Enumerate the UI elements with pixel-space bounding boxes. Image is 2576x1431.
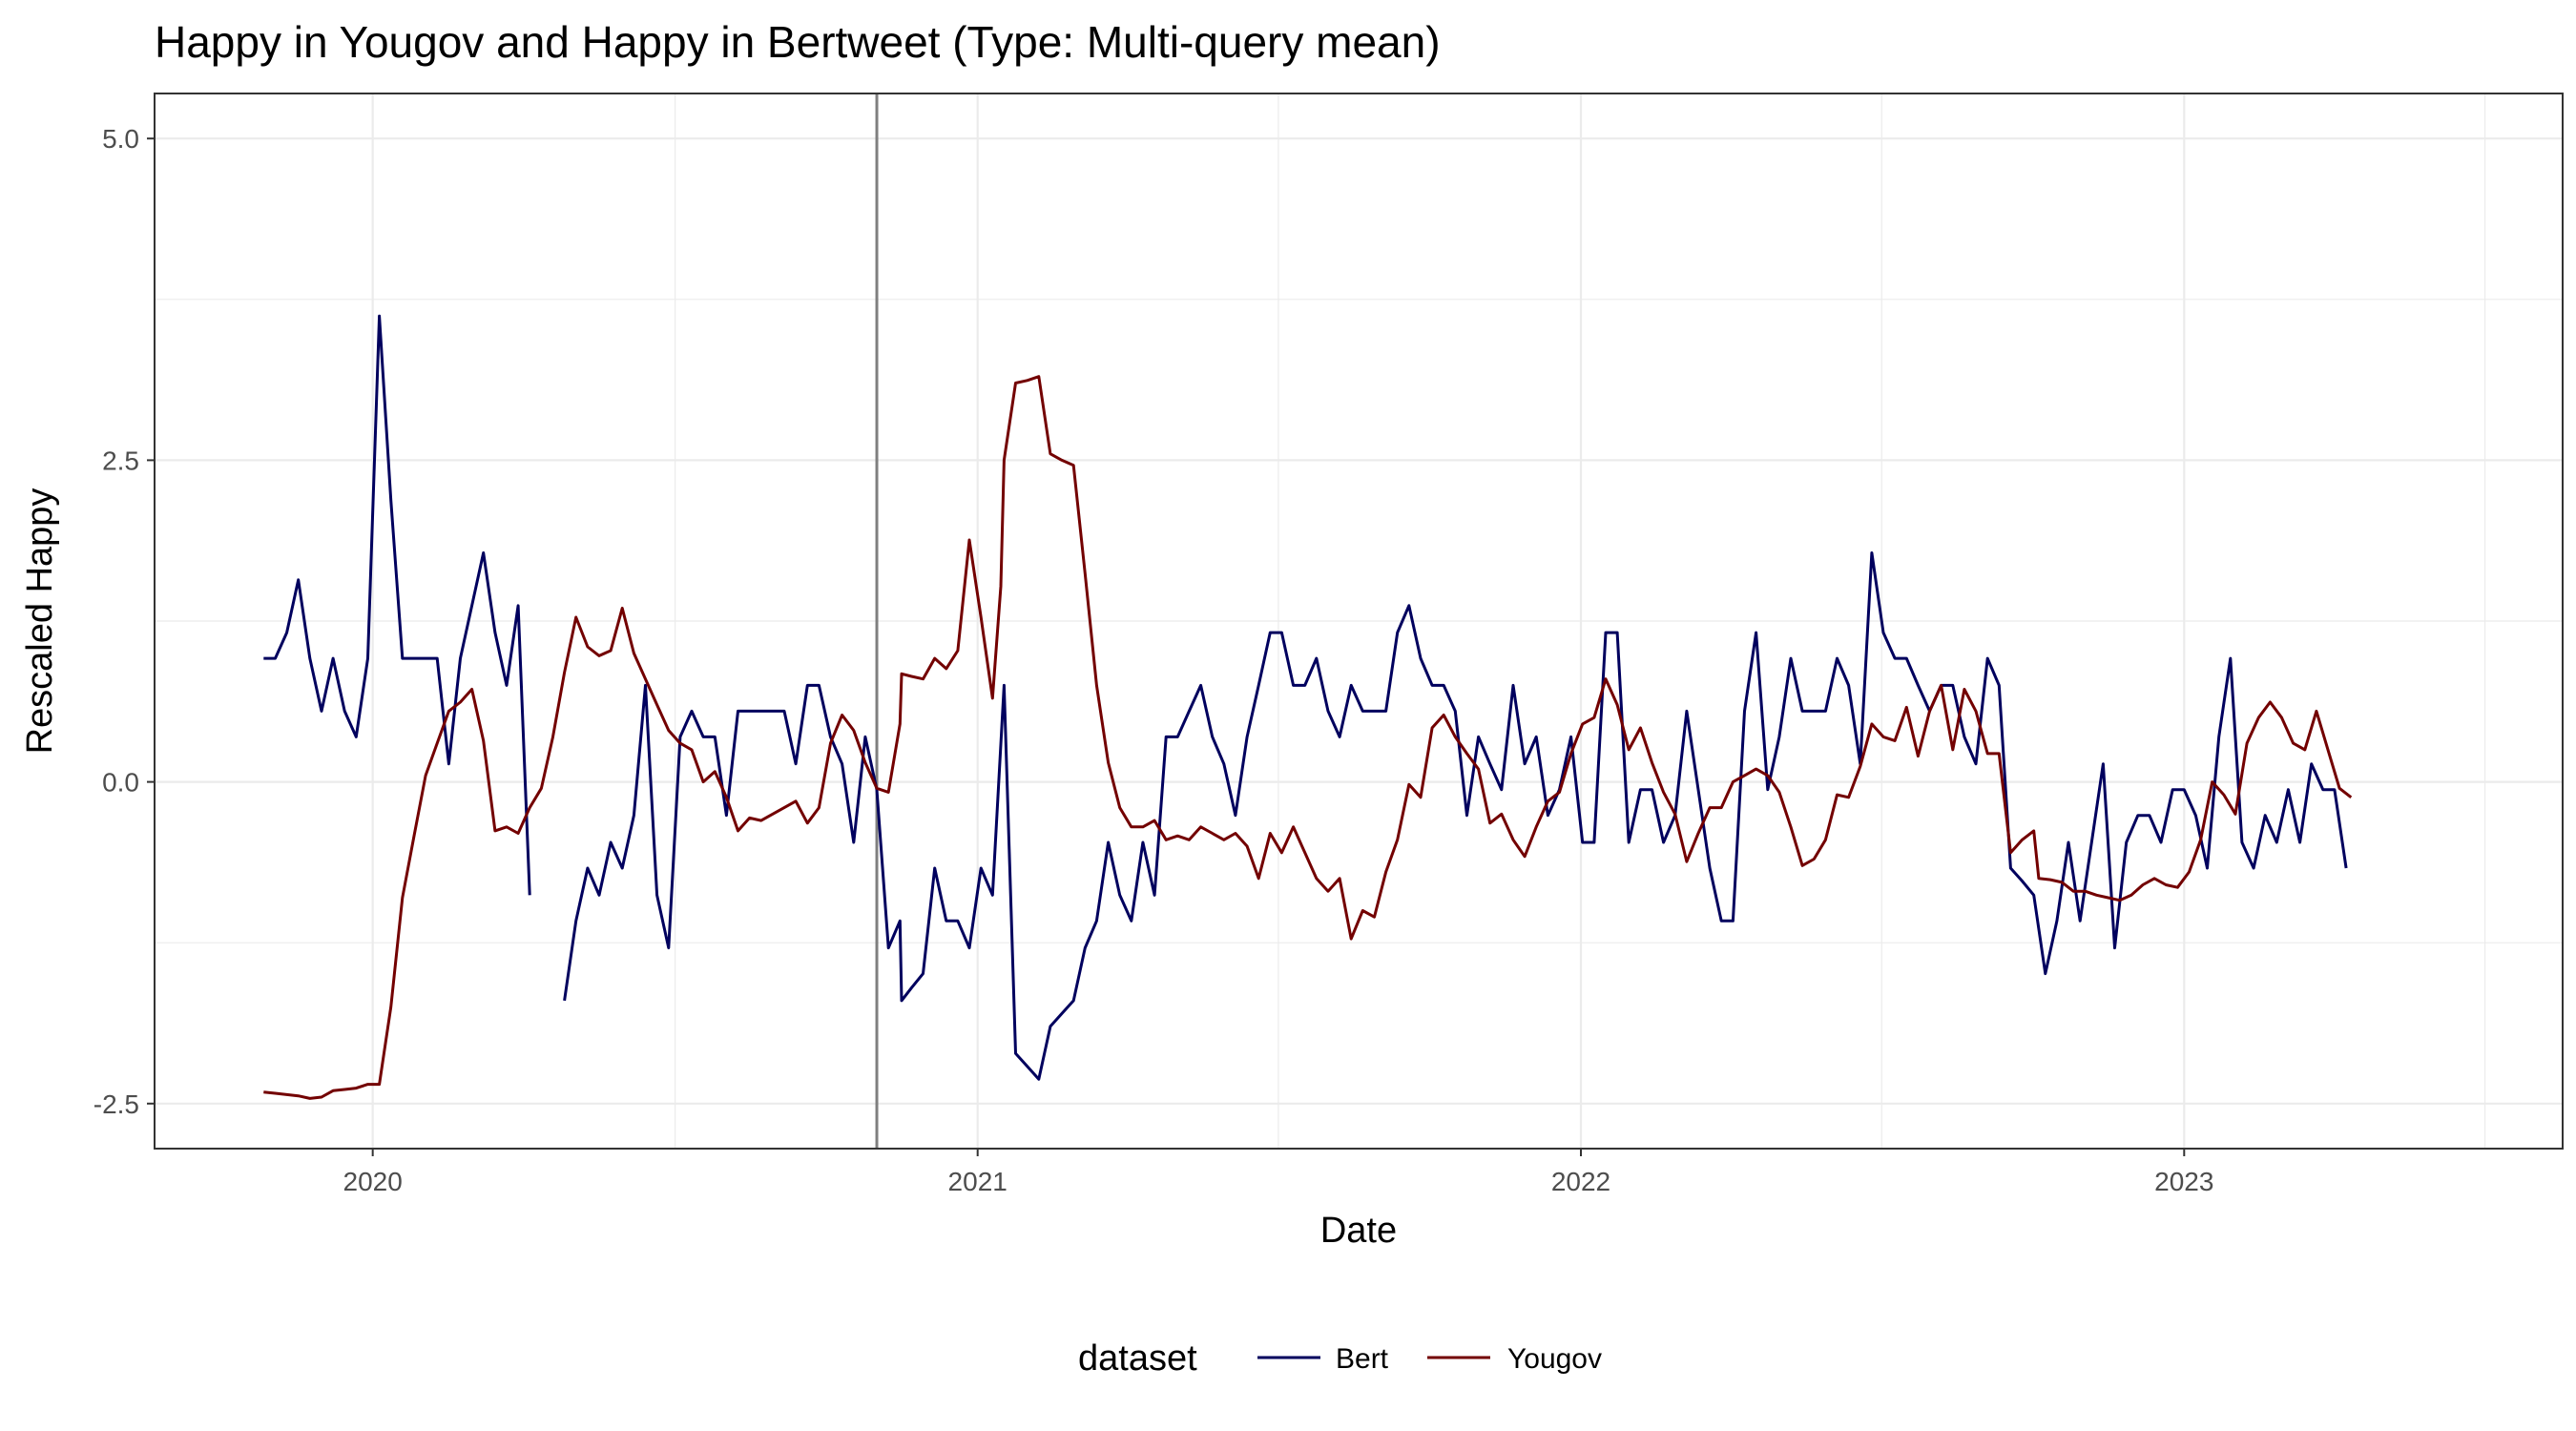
- series-line-yougov: [263, 375, 2353, 1100]
- y-axis: -2.5 0.0 2.5 5.0: [93, 124, 155, 1119]
- legend-label-yougov: Yougov: [1507, 1343, 1602, 1375]
- legend: dataset Bert Yougov: [1078, 1338, 1602, 1379]
- x-tick-label: 2021: [948, 1167, 1008, 1196]
- chart-title: Happy in Yougov and Happy in Bertweet (T…: [155, 17, 1441, 67]
- x-tick-label: 2022: [1551, 1167, 1610, 1196]
- y-tick-label: 5.0: [102, 124, 139, 154]
- y-axis-title: Rescaled Happy: [20, 488, 60, 755]
- data-series: [263, 314, 2353, 1100]
- legend-title: dataset: [1078, 1338, 1197, 1379]
- x-tick-label: 2020: [343, 1167, 403, 1196]
- y-tick-label: -2.5: [93, 1089, 139, 1119]
- x-axis: 2020 2021 2022 2023: [343, 1149, 2213, 1196]
- grid-lines: [155, 93, 2563, 1149]
- legend-label-bert: Bert: [1336, 1343, 1389, 1375]
- plot-border: [154, 93, 2564, 1150]
- y-tick-label: 2.5: [102, 446, 139, 475]
- y-tick-label: 0.0: [102, 768, 139, 798]
- x-axis-title: Date: [1320, 1211, 1397, 1251]
- x-tick-label: 2023: [2154, 1167, 2213, 1196]
